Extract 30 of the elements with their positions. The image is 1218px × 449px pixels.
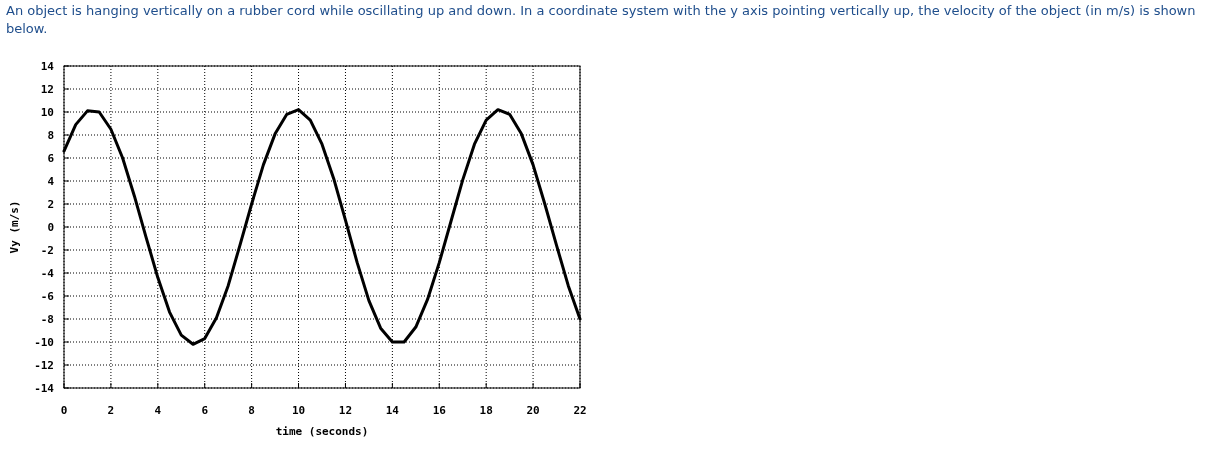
x-tick-label: 0 <box>60 404 68 417</box>
x-tick-label: 22 <box>573 404 587 417</box>
x-tick-label: 8 <box>248 404 255 417</box>
x-tick-label: 2 <box>107 404 115 417</box>
x-tick-label: 4 <box>154 404 162 417</box>
x-axis-title: time (seconds) <box>275 425 369 438</box>
y-tick-label: 8 <box>47 128 54 142</box>
y-tick-label: -14 <box>34 381 55 395</box>
x-tick-label: 18 <box>479 404 493 417</box>
y-tick-label: -12 <box>34 358 54 372</box>
x-tick-label: 16 <box>432 404 447 417</box>
x-tick-label: 10 <box>291 404 306 417</box>
x-tick-label: 14 <box>385 404 400 417</box>
y-tick-label: 12 <box>40 82 54 96</box>
x-tick-label: 12 <box>338 404 353 417</box>
y-tick-label: 0 <box>47 220 54 234</box>
y-tick-label: 14 <box>40 59 55 73</box>
chart-title: An object is hanging vertically on a rubber cord while oscillating up and down. In a coordinate system with the y axis pointing vertically up, the velocity of the object (in m/s) is shown below. <box>6 2 1197 38</box>
y-tick-label: 2 <box>47 197 54 211</box>
y-axis-title: Vy (m/s) <box>8 200 21 254</box>
y-tick-label: -6 <box>40 289 55 303</box>
x-tick-label: 6 <box>201 404 209 417</box>
y-tick-label: 10 <box>40 105 54 119</box>
y-tick-label: -10 <box>34 335 54 349</box>
y-tick-label: -2 <box>40 243 54 257</box>
y-tick-label: -4 <box>40 266 55 280</box>
x-tick-label: 20 <box>526 404 540 417</box>
y-tick-label: 4 <box>47 174 55 188</box>
y-tick-label: 6 <box>47 151 55 165</box>
y-tick-label: -8 <box>40 312 54 326</box>
